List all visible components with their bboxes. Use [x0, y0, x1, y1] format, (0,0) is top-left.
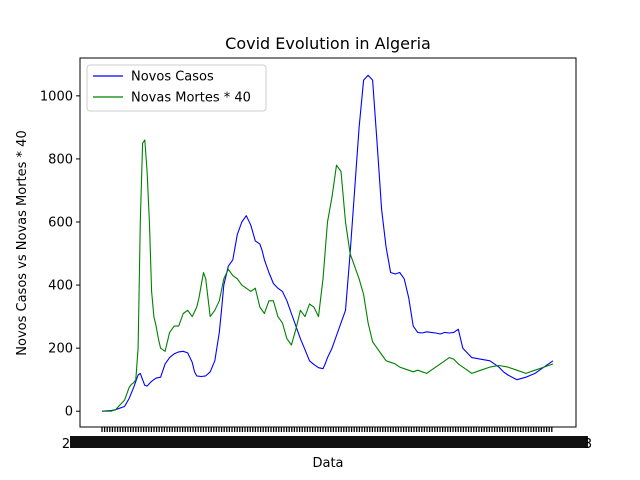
x-tick-labels-overlap — [70, 436, 588, 448]
x-first-tick-label: 2 — [62, 437, 70, 452]
y-tick-label-1000: 1000 — [40, 89, 73, 104]
legend-label-0: Novos Casos — [131, 70, 214, 85]
series-line-novos-casos — [101, 74, 554, 412]
series-layer — [101, 74, 554, 412]
legend: Novos Casos Novas Mortes * 40 — [86, 64, 267, 112]
y-tick-label-200: 200 — [48, 342, 73, 357]
y-tick-label-0: 0 — [65, 405, 73, 420]
y-axis: 0 200 400 600 800 1000 — [40, 89, 80, 420]
y-tick-label-600: 600 — [48, 216, 73, 231]
x-last-tick-label: 3 — [584, 437, 592, 452]
y-tick-label-800: 800 — [48, 152, 73, 167]
y-axis-title: Novos Casos vs Novas Mortes * 40 — [15, 130, 30, 355]
legend-box — [86, 64, 267, 112]
x-ticks — [101, 427, 553, 432]
legend-label-1: Novas Mortes * 40 — [131, 91, 251, 106]
series-line-novas-mortes — [102, 139, 554, 412]
x-axis-title: Data — [312, 456, 343, 471]
chart-title: Covid Evolution in Algeria — [225, 34, 431, 53]
y-tick-label-400: 400 — [48, 279, 73, 294]
